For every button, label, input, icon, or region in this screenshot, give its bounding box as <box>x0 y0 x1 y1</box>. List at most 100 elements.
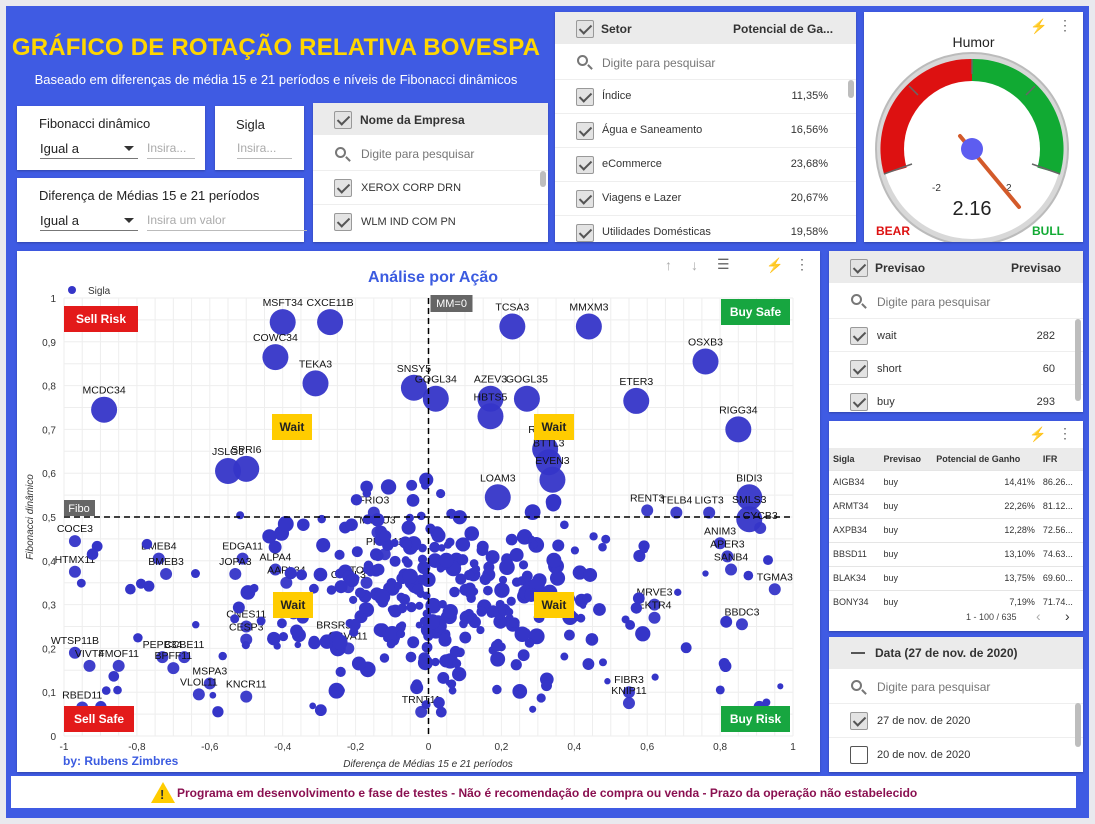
data-search-input[interactable]: Digite para pesquisar <box>877 680 991 694</box>
item-checkbox[interactable] <box>850 327 868 345</box>
scatter-chart[interactable]: -1 -0,8 -0,6 -0,4 -0,2 0 0,2 0,4 0,6 0,8 1 0 0,1 0,2 0… <box>17 251 820 772</box>
cluster-point <box>125 583 136 595</box>
cluster-point <box>76 578 86 588</box>
item-checkbox[interactable] <box>334 213 352 231</box>
sell-risk-badge-bg <box>64 306 138 332</box>
bolt-icon[interactable]: ⚡ <box>1029 426 1047 442</box>
table-row[interactable]: BBSD11 buy 13,10% 74.63... <box>829 541 1083 566</box>
cluster-point <box>632 592 645 605</box>
data-point <box>112 659 125 672</box>
list-item[interactable]: XEROX CORP DRN <box>313 170 548 204</box>
cluster-point <box>546 552 562 568</box>
data-point <box>477 403 504 430</box>
table-row[interactable]: BLAK34 buy 13,75% 69.60... <box>829 565 1083 590</box>
cluster-point <box>390 538 399 548</box>
list-item[interactable]: Água e Saneamento 16,56% <box>555 113 856 147</box>
select-all-checkbox[interactable] <box>334 111 352 129</box>
item-checkbox[interactable] <box>576 122 594 140</box>
point-label: SMLS3 <box>732 494 767 506</box>
setor-header-value[interactable]: Potencial de Ga... <box>733 22 834 36</box>
sort-icon[interactable]: ☰ <box>717 256 730 272</box>
item-checkbox[interactable] <box>576 88 594 106</box>
scrollbar[interactable] <box>1075 703 1081 747</box>
select-all-checkbox[interactable] <box>850 259 868 277</box>
more-vert-icon[interactable]: ⋮ <box>1058 425 1072 441</box>
item-checkbox[interactable] <box>576 224 594 242</box>
cluster-point <box>349 595 358 604</box>
scrollbar[interactable] <box>540 171 546 187</box>
previsao-search-input[interactable]: Digite para pesquisar <box>877 295 991 309</box>
cluster-point <box>485 550 500 565</box>
cluster-point <box>419 472 434 487</box>
sigla-input[interactable]: Insira... <box>237 139 292 159</box>
diff-filter: Diferença de Médias 15 e 21 períodos Igu… <box>17 178 307 242</box>
more-vert-icon[interactable]: ⋮ <box>1058 17 1072 33</box>
list-item[interactable]: short 60 <box>829 351 1083 385</box>
column-header[interactable]: Sigla <box>829 448 880 470</box>
item-checkbox[interactable] <box>850 360 868 378</box>
list-item[interactable]: 27 de nov. de 2020 <box>829 703 1083 737</box>
cluster-point <box>336 686 345 695</box>
scrollbar[interactable] <box>1075 319 1081 401</box>
cluster-point <box>405 513 414 522</box>
point-label: TELB4 <box>660 495 692 507</box>
cluster-point <box>108 670 120 682</box>
diff-operator-select[interactable]: Igual a <box>40 211 138 231</box>
point-label: GOGL34 <box>415 374 457 386</box>
cluster-point <box>651 673 659 681</box>
table-cell: 13,10% <box>932 541 1039 566</box>
cluster-point <box>423 630 434 642</box>
point-label: COWC34 <box>253 332 298 344</box>
x-tick-label: 0,6 <box>640 742 654 753</box>
table-row[interactable]: ARMT34 buy 22,26% 81.12... <box>829 493 1083 518</box>
bolt-icon[interactable]: ⚡ <box>766 257 784 273</box>
column-header[interactable]: IFR <box>1038 448 1083 470</box>
table-row[interactable]: BONY34 buy 7,19% 71.74... <box>829 589 1083 614</box>
column-header[interactable]: Potencial de Ganho <box>932 448 1039 470</box>
point-label: TCSA3 <box>495 301 529 313</box>
cluster-point <box>720 615 733 628</box>
select-all-checkbox[interactable] <box>576 20 594 38</box>
item-checkbox[interactable] <box>576 190 594 208</box>
list-item[interactable]: 20 de nov. de 2020 <box>829 737 1083 771</box>
data-point <box>575 313 602 340</box>
list-item[interactable]: Utilidades Domésticas 19,58% <box>555 215 856 242</box>
column-header[interactable]: Previsao <box>879 448 933 470</box>
cluster-point <box>452 666 467 682</box>
diff-value-input[interactable]: Insira um valor <box>147 211 307 231</box>
data-point <box>317 309 344 336</box>
previsao-header-value[interactable]: Previsao <box>1011 261 1062 275</box>
fib-operator-select[interactable]: Igual a <box>40 139 138 159</box>
cluster-point <box>297 518 310 532</box>
cluster-point <box>431 528 446 543</box>
arrow-down-icon[interactable]: ↓ <box>691 257 698 273</box>
more-vert-icon[interactable]: ⋮ <box>795 256 809 272</box>
list-item[interactable]: wait 282 <box>829 318 1083 352</box>
list-item[interactable]: Viagens e Lazer 20,67% <box>555 181 856 215</box>
next-page-icon[interactable]: › <box>1065 608 1070 624</box>
scrollbar[interactable] <box>848 80 854 98</box>
cluster-point <box>438 544 446 552</box>
fib-value-input[interactable]: Insira... <box>147 139 195 159</box>
data-point <box>156 651 169 664</box>
list-item[interactable]: WLM IND COM PN <box>313 204 548 238</box>
cluster-point <box>509 547 524 562</box>
minus-icon[interactable] <box>851 652 865 654</box>
item-checkbox[interactable] <box>334 179 352 197</box>
prev-page-icon[interactable]: ‹ <box>1036 608 1041 624</box>
setor-search-input[interactable]: Digite para pesquisar <box>602 56 716 70</box>
item-checkbox[interactable] <box>850 712 868 730</box>
bolt-icon[interactable]: ⚡ <box>1030 18 1048 34</box>
setor-item-label: Água e Saneamento <box>602 124 703 136</box>
empresa-search-input[interactable]: Digite para pesquisar <box>361 147 475 161</box>
cluster-point <box>633 549 646 562</box>
item-checkbox[interactable] <box>576 156 594 174</box>
table-row[interactable]: AIGB34 buy 14,41% 86.26... <box>829 469 1083 494</box>
list-item[interactable]: Índice 11,35% <box>555 79 856 113</box>
item-checkbox[interactable] <box>850 393 868 411</box>
list-item[interactable]: buy 293 <box>829 384 1083 412</box>
item-checkbox[interactable] <box>850 746 868 764</box>
table-row[interactable]: AXPB34 buy 12,28% 72.56... <box>829 517 1083 542</box>
arrow-up-icon[interactable]: ↑ <box>665 257 672 273</box>
list-item[interactable]: eCommerce 23,68% <box>555 147 856 181</box>
